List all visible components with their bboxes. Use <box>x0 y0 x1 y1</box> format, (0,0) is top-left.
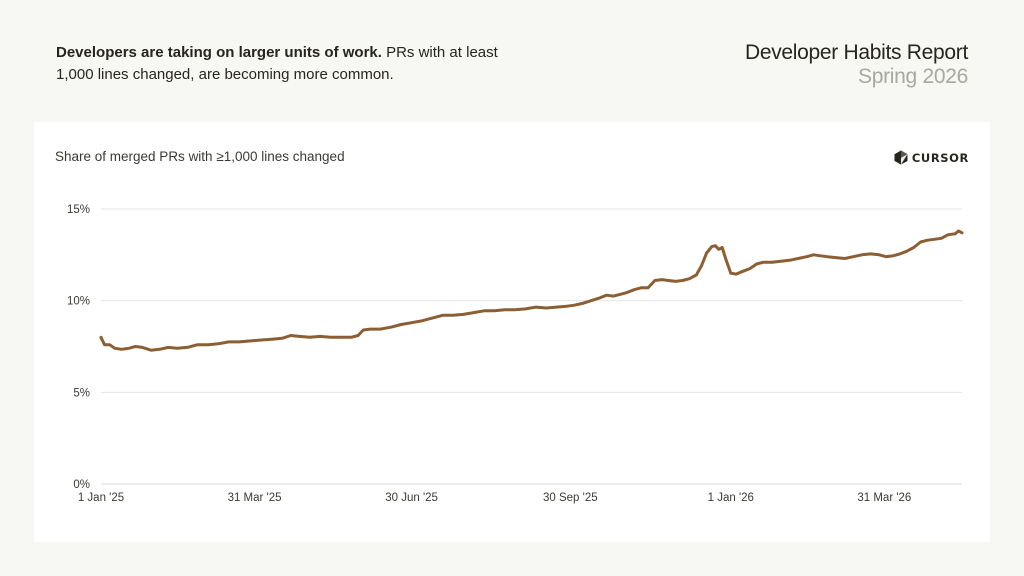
report-heading: Developer Habits Report Spring 2026 <box>745 41 968 89</box>
y-tick-label: 10% <box>67 296 90 308</box>
chart-title: Share of merged PRs with ≥1,000 lines ch… <box>55 149 345 164</box>
series-line <box>99 229 964 352</box>
series-layer <box>99 229 964 352</box>
report-title: Developer Habits Report <box>744 41 968 64</box>
y-tick-label: 5% <box>73 387 90 399</box>
x-tick-label: 30 Sep '25 <box>543 492 598 504</box>
x-axis-ticks: 1 Jan '25 31 Mar '25 30 Jun '25 30 Sep '25 1… <box>78 492 912 504</box>
brand-logo: CURSOR <box>894 150 969 165</box>
report-subtitle: Spring 2026 <box>858 65 968 88</box>
headline: Developers are taking on larger units of… <box>56 42 536 86</box>
headline-rest: PRs with at least 1,000 lines changed, a… <box>56 44 498 83</box>
headline-bold: Developers are taking on larger units of… <box>56 44 382 61</box>
x-tick-label: 31 Mar '25 <box>228 492 282 504</box>
line-chart: 0% 5% 10% 15% 1 Jan '25 31 Mar '25 30 Jun '25… <box>67 204 964 504</box>
chart-card: Share of merged PRs with ≥1,000 lines ch… <box>34 122 990 542</box>
brand-name: CURSOR <box>911 150 969 165</box>
x-tick-label: 1 Jan '26 <box>708 492 754 504</box>
y-tick-label: 0% <box>73 479 90 491</box>
y-axis-ticks: 0% 5% 10% 15% <box>67 204 90 491</box>
x-tick-label: 1 Jan '25 <box>78 492 124 504</box>
x-tick-label: 30 Jun '25 <box>385 492 438 504</box>
x-tick-label: 31 Mar '26 <box>857 492 911 504</box>
cursor-logo-icon <box>894 150 908 165</box>
grid-lines <box>101 208 962 485</box>
y-tick-label: 15% <box>67 204 90 216</box>
